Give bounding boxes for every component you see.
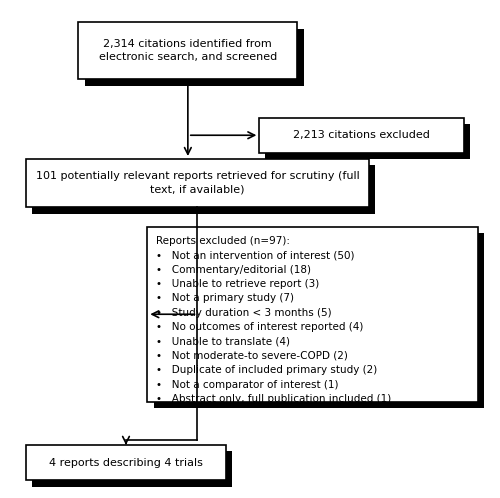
Bar xyxy=(32,165,375,214)
Bar xyxy=(154,233,484,408)
Bar xyxy=(148,227,478,402)
Bar xyxy=(78,22,298,79)
Bar xyxy=(266,124,470,159)
Text: 101 potentially relevant reports retrieved for scrutiny (full
text, if available: 101 potentially relevant reports retriev… xyxy=(36,171,360,195)
Text: 2,213 citations excluded: 2,213 citations excluded xyxy=(293,130,430,140)
Text: 2,314 citations identified from
electronic search, and screened: 2,314 citations identified from electron… xyxy=(98,39,277,62)
Bar xyxy=(26,159,368,207)
Bar xyxy=(32,451,232,487)
Bar xyxy=(26,445,226,481)
Bar xyxy=(259,118,464,153)
Text: Reports excluded (n=97):
•   Not an intervention of interest (50)
•   Commentary: Reports excluded (n=97): • Not an interv… xyxy=(156,236,391,404)
Bar xyxy=(84,29,304,86)
Text: 4 reports describing 4 trials: 4 reports describing 4 trials xyxy=(49,458,203,468)
